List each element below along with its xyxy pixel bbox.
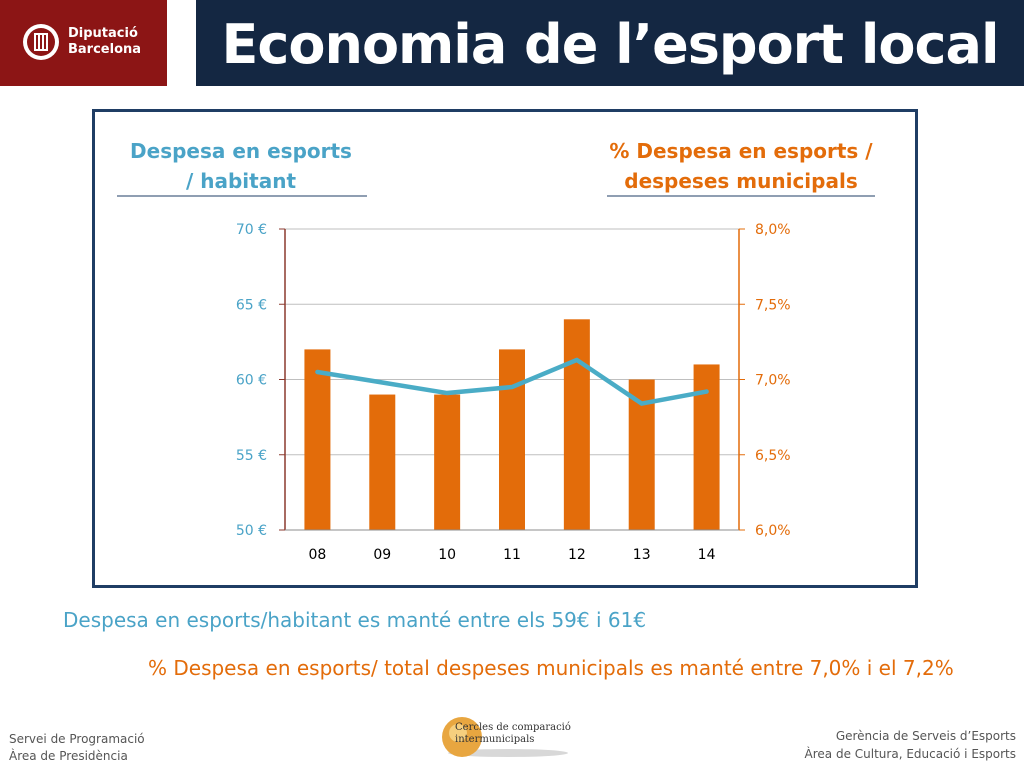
right-tick-label: 6,5% — [755, 448, 791, 464]
left-tick-label: 55 € — [236, 448, 267, 464]
chart: Despesa en esports / habitant % Despesa en… — [117, 139, 875, 563]
left-tick-label: 60 € — [236, 373, 267, 389]
logo-line2: Barcelona — [68, 42, 142, 57]
x-tick-label: 08 — [309, 547, 327, 563]
logo-line1: Diputació — [68, 26, 138, 41]
bar-11 — [499, 349, 525, 530]
bar-14 — [693, 364, 720, 530]
footer-logo-line2: intermunicipals — [455, 734, 535, 745]
left-axis-title: Despesa en esports / habitant — [130, 139, 352, 193]
footer-right-line1: Gerència de Serveis d’Esports — [835, 729, 1016, 743]
chart-panel: Despesa en esports / habitant % Despesa en… — [92, 109, 918, 588]
bar-09 — [369, 394, 396, 530]
header-gap — [167, 0, 195, 86]
x-tick-label: 11 — [503, 547, 521, 563]
footer-right: Gerència de Serveis d’Esports Àrea de Cu… — [805, 727, 1016, 763]
right-tick-label: 7,0% — [755, 373, 791, 389]
right-tick-label: 8,0% — [755, 222, 791, 238]
bar-10 — [434, 394, 461, 530]
x-tick-label: 13 — [633, 547, 651, 563]
footer-logo-line1: Cercles de comparació — [455, 722, 571, 733]
footer-left-line2: Àrea de Presidència — [9, 749, 128, 763]
diputacio-emblem-icon — [23, 24, 59, 60]
x-tick-label: 12 — [568, 547, 586, 563]
footer-left-line1: Servei de Programació — [9, 732, 145, 746]
title-bar: Economia de l’esport local — [196, 0, 1024, 86]
logo-text: Diputació Barcelona — [68, 26, 141, 58]
x-tick-label: 14 — [698, 547, 716, 563]
logo-block: Diputació Barcelona — [0, 0, 167, 86]
summary-line-2: % Despesa en esports/ total despeses mun… — [148, 656, 954, 680]
summary-line-1: Despesa en esports/habitant es manté ent… — [63, 608, 647, 632]
right-tick-label: 6,0% — [755, 523, 791, 539]
bar-08 — [304, 349, 331, 530]
page-title: Economia de l’esport local — [221, 13, 1000, 76]
bar-12 — [563, 319, 590, 530]
left-tick-label: 65 € — [236, 297, 267, 313]
left-tick-label: 70 € — [236, 222, 267, 238]
left-tick-label: 50 € — [236, 523, 267, 539]
x-tick-label: 10 — [438, 547, 456, 563]
x-tick-label: 09 — [373, 547, 391, 563]
footer-logo-text: Cercles de comparació intermunicipals — [455, 722, 571, 746]
right-axis-title: % Despesa en esports / despeses municipal… — [609, 139, 873, 193]
right-tick-label: 7,5% — [755, 297, 791, 313]
footer-left: Servei de Programació Àrea de Presidènci… — [9, 731, 145, 765]
cercles-logo-icon — [442, 717, 568, 757]
footer-right-line2: Àrea de Cultura, Educació i Esports — [804, 747, 1016, 761]
